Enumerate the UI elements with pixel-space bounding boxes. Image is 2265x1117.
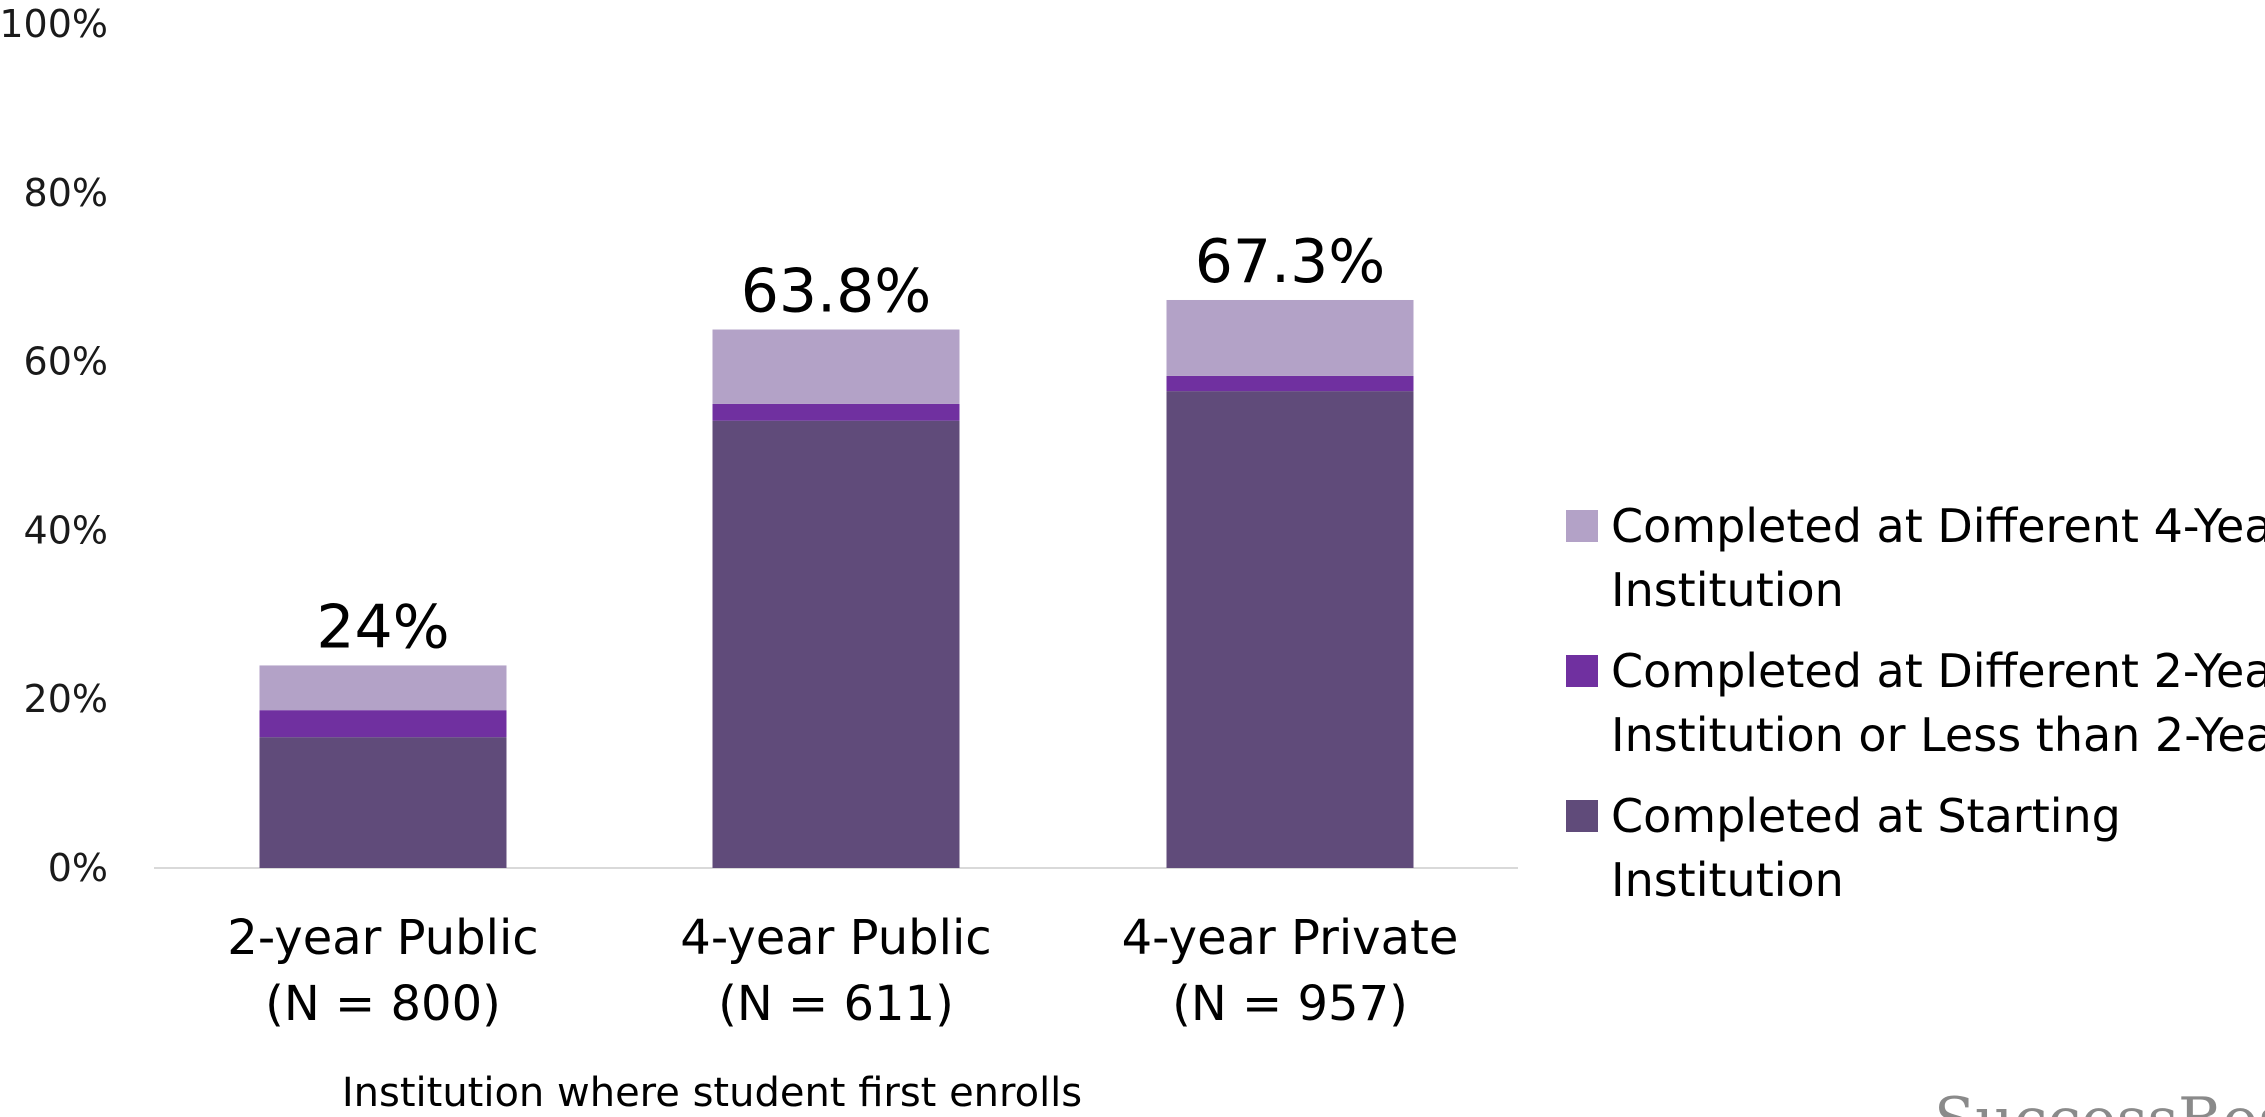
legend-swatch — [1566, 655, 1598, 687]
category-labels: 2-year Public (N = 800) 4-year Public (N = … — [227, 910, 1458, 1032]
bar-segment — [713, 330, 960, 404]
y-tick-label: 20% — [24, 677, 108, 721]
y-tick-label: 80% — [24, 171, 108, 215]
bar-segment — [260, 665, 507, 710]
legend-label: Institution — [1611, 853, 1844, 907]
y-tick-label: 60% — [24, 340, 108, 384]
y-tick-label: 0% — [48, 846, 108, 890]
bar-segment — [1167, 391, 1414, 868]
bar-segment — [713, 404, 960, 421]
x-axis-title: Institution where student first enrolls — [342, 1070, 1082, 1116]
y-tick-label: 40% — [24, 508, 108, 552]
bar-segment — [713, 421, 960, 868]
y-axis-ticks: 0% 20% 40% 60% 80% 100% — [0, 2, 108, 890]
category-label: 4-year Private — [1122, 910, 1459, 966]
bar-segment — [1167, 300, 1414, 376]
category-label: 2-year Public — [227, 910, 538, 966]
bar-total-label: 63.8% — [741, 257, 932, 327]
bar-segment — [260, 737, 507, 868]
bar-segment — [1167, 376, 1414, 391]
category-label: (N = 957) — [1172, 976, 1408, 1032]
bar-total-label: 24% — [316, 592, 449, 662]
y-tick-label: 100% — [0, 2, 108, 46]
bar-segment — [260, 710, 507, 737]
bars — [260, 300, 1414, 868]
legend: Completed at Different 4-Year Institution… — [1566, 499, 2265, 907]
legend-label: Institution or Less than 2-Year — [1611, 708, 2265, 762]
legend-label: Institution — [1611, 563, 1844, 617]
category-label: 4-year Public — [680, 910, 991, 966]
legend-label: Completed at Different 2-Year — [1611, 644, 2265, 698]
legend-label: Completed at Different 4-Year — [1611, 499, 2265, 553]
category-label: (N = 800) — [265, 976, 501, 1032]
legend-swatch — [1566, 800, 1598, 832]
category-label: (N = 611) — [718, 976, 954, 1032]
bar-total-label: 67.3% — [1195, 227, 1386, 297]
watermark-text: SuccessBosi — [1934, 1085, 2265, 1117]
legend-swatch — [1566, 510, 1598, 542]
legend-label: Completed at Starting — [1611, 789, 2121, 843]
